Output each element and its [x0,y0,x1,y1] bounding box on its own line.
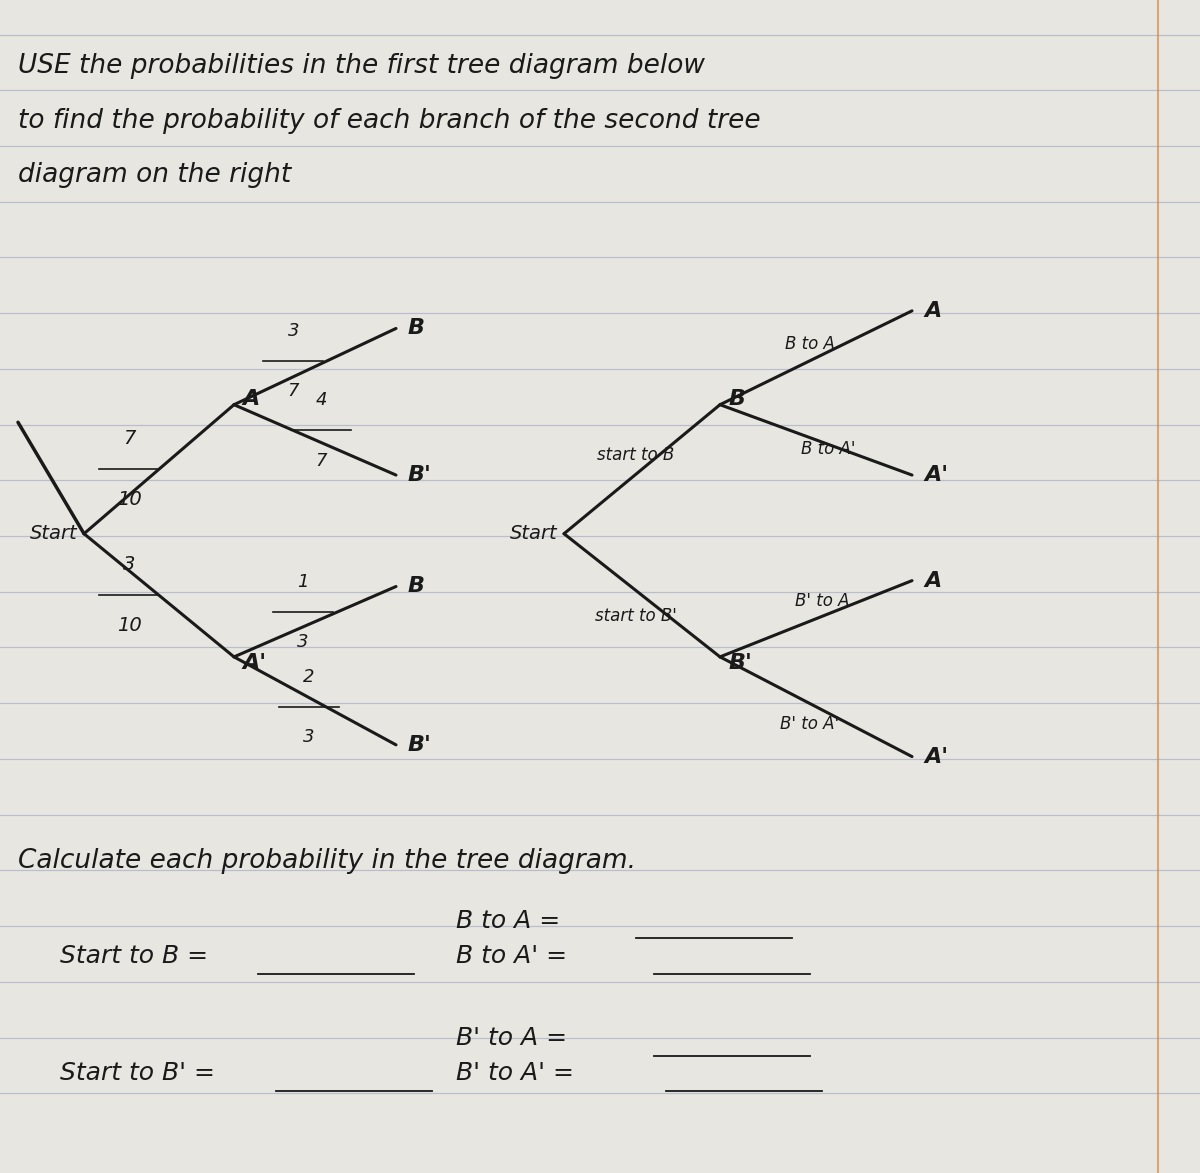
Text: Start to B =: Start to B = [60,944,208,968]
Text: 2: 2 [304,667,314,685]
Text: 3: 3 [304,727,314,746]
Text: B: B [728,388,745,409]
Text: B' to A: B' to A [794,592,850,610]
Text: 7: 7 [316,452,326,469]
Text: B' to A': B' to A' [780,716,840,733]
Text: B': B' [408,465,432,486]
Text: A: A [924,300,941,321]
Text: Start to B' =: Start to B' = [60,1062,215,1085]
Text: B to A: B to A [785,334,835,353]
Text: USE the probabilities in the first tree diagram below: USE the probabilities in the first tree … [18,53,706,79]
Text: 3: 3 [298,633,308,651]
Text: diagram on the right: diagram on the right [18,162,292,188]
Text: A: A [924,570,941,591]
Text: B: B [408,318,425,339]
Text: B to A': B to A' [800,440,856,459]
Text: A': A' [242,652,266,673]
Text: B to A' =: B to A' = [456,944,568,968]
Text: B' to A =: B' to A = [456,1026,568,1050]
Text: to find the probability of each branch of the second tree: to find the probability of each branch o… [18,108,761,134]
Text: start to B: start to B [598,446,674,465]
Text: B: B [408,576,425,597]
Text: start to B': start to B' [595,608,677,625]
Text: 4: 4 [316,392,326,409]
Text: 10: 10 [116,617,142,636]
Text: B': B' [728,652,752,673]
Text: Start: Start [30,524,78,543]
Text: B': B' [408,734,432,755]
Text: A': A' [924,746,948,767]
Text: Start: Start [510,524,558,543]
Text: 1: 1 [298,574,308,591]
Text: 3: 3 [122,555,136,574]
Text: A: A [242,388,259,409]
Text: B to A =: B to A = [456,909,560,933]
Text: 10: 10 [116,490,142,509]
Text: 7: 7 [288,382,299,400]
Text: 7: 7 [122,429,136,448]
Text: B' to A' =: B' to A' = [456,1062,574,1085]
Text: Calculate each probability in the tree diagram.: Calculate each probability in the tree d… [18,848,636,874]
Text: 3: 3 [288,321,299,340]
Text: A': A' [924,465,948,486]
